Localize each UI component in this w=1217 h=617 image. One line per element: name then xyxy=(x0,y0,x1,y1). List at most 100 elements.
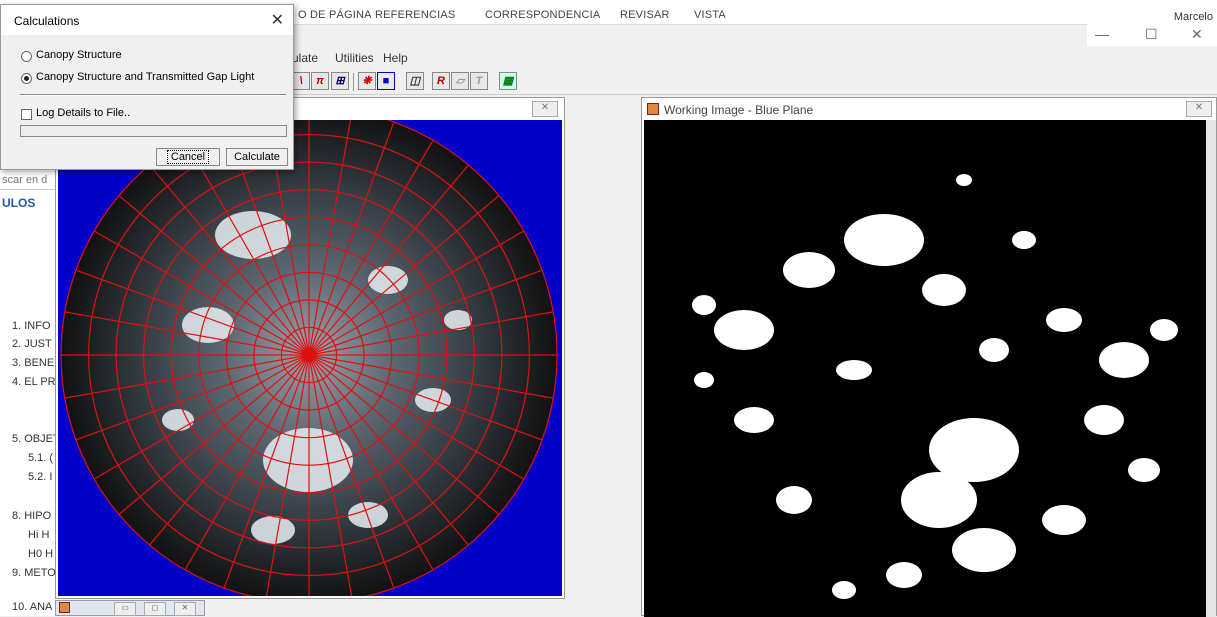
grid-spoke xyxy=(308,120,352,356)
properties-button[interactable]: ◫ xyxy=(406,72,424,90)
app-icon xyxy=(647,103,659,115)
mini-maximize-button[interactable]: ◻ xyxy=(144,602,166,616)
white-gap-blobs xyxy=(692,174,1178,599)
left-window-close-button[interactable]: ✕ xyxy=(532,101,558,117)
grid-spoke xyxy=(308,354,554,399)
blue-fill-button[interactable]: ■ xyxy=(377,72,395,90)
dialog-close-button[interactable]: ✕ xyxy=(270,12,284,29)
grid-spoke xyxy=(308,139,434,356)
grid-spoke xyxy=(308,164,469,356)
menu-calculate[interactable]: ulate xyxy=(292,51,319,65)
grid-spoke xyxy=(308,354,353,596)
cancel-button-label: Cancel xyxy=(166,150,210,164)
dialog-divider xyxy=(20,94,286,96)
ribbon-tab-review[interactable]: REVISAR xyxy=(620,9,670,21)
menu-utilities[interactable]: Utilities xyxy=(335,51,374,65)
nav-item[interactable]: 8. HIPO xyxy=(12,510,52,522)
grid-spoke xyxy=(308,230,525,356)
canopy-structure-radio[interactable] xyxy=(21,51,32,62)
nav-item[interactable]: 2. JUST xyxy=(12,338,52,350)
navigation-pane: ULOS 1. INFO 2. JUST 3. BENE 4. EL PR 5.… xyxy=(0,190,60,616)
grid-spoke xyxy=(93,230,310,356)
pi-tool-button[interactable]: π xyxy=(311,72,329,90)
calculator-button[interactable]: ▦ xyxy=(499,72,517,90)
calculate-button[interactable]: Calculate xyxy=(226,148,288,166)
cancel-button[interactable]: Cancel xyxy=(156,148,220,166)
menu-help[interactable]: Help xyxy=(383,51,408,65)
working-image-title: Working Image - Blue Plane xyxy=(664,103,814,117)
canopy-structure-label[interactable]: Canopy Structure xyxy=(36,49,122,61)
grid-spoke xyxy=(308,354,469,546)
nav-item[interactable]: 5.2. I xyxy=(28,471,53,483)
app-menubar: ulate Utilities Help xyxy=(0,46,1217,68)
nav-item[interactable]: 5.1. ( xyxy=(28,452,54,464)
grid-spoke xyxy=(149,354,310,546)
mini-restore-button[interactable]: ▭ xyxy=(114,602,136,616)
nav-item[interactable]: 4. EL PR xyxy=(12,376,56,388)
grid-spoke xyxy=(149,164,310,356)
canopy-gap-light-radio[interactable] xyxy=(21,73,32,84)
nav-item[interactable]: 9. METO xyxy=(12,567,56,579)
frame-tool-button[interactable]: ⊞ xyxy=(331,72,349,90)
progress-bar xyxy=(20,125,287,137)
nav-item[interactable]: Hi H xyxy=(28,529,50,541)
grid-spoke xyxy=(308,311,554,356)
nav-item[interactable]: 3. BENE xyxy=(12,357,55,369)
blue-plane-binary-image xyxy=(692,174,1178,599)
grid-spoke xyxy=(118,195,310,356)
grid-spoke xyxy=(118,354,310,515)
grid-spoke xyxy=(308,269,543,356)
working-image-window[interactable]: Working Image - Blue Plane ✕ xyxy=(641,97,1217,617)
nav-item[interactable]: H0 H xyxy=(28,548,54,560)
minimize-button[interactable]: — xyxy=(1095,26,1109,42)
grid-spoke xyxy=(308,354,395,589)
grid-tool-button[interactable]: ❋ xyxy=(358,72,376,90)
polar-grid xyxy=(60,120,558,596)
ribbon-tab-references[interactable]: REFERENCIAS xyxy=(375,9,456,21)
minimized-child-window[interactable]: ▭ ◻ ✕ xyxy=(55,600,205,616)
grid-spoke xyxy=(308,121,395,356)
close-window-button[interactable]: ✕ xyxy=(1191,26,1203,42)
shape-tool-button[interactable]: ▱ xyxy=(451,72,469,90)
grid-spoke xyxy=(223,354,310,589)
hemispherical-image-window[interactable]: ✕ xyxy=(55,97,565,599)
image-canvas[interactable] xyxy=(58,120,562,596)
vertical-scrollbar[interactable] xyxy=(1206,120,1216,617)
toolbar-separator xyxy=(353,73,354,91)
grid-spoke xyxy=(184,354,310,571)
right-window-close-button[interactable]: ✕ xyxy=(1186,101,1212,117)
ribbon-tab-page-layout[interactable]: O DE PÁGINA xyxy=(298,9,372,21)
canopy-gap-light-label[interactable]: Canopy Structure and Transmitted Gap Lig… xyxy=(36,71,255,83)
window-controls: — ☐ ✕ xyxy=(1087,24,1217,46)
dialog-title: Calculations xyxy=(14,14,80,28)
ribbon-tab-view[interactable]: VISTA xyxy=(694,9,726,21)
fisheye-photo xyxy=(60,120,558,596)
ribbon-tab-mailings[interactable]: CORRESPONDENCIA xyxy=(485,9,601,21)
mini-close-button[interactable]: ✕ xyxy=(174,602,196,616)
nav-item[interactable]: 5. OBJET xyxy=(12,433,60,445)
calculations-dialog: Calculations ✕ Canopy Structure Canopy S… xyxy=(0,4,294,170)
nav-item[interactable]: 1. INFO xyxy=(12,320,51,332)
dialog-titlebar[interactable]: Calculations ✕ xyxy=(1,5,293,35)
grid-spoke xyxy=(308,354,525,480)
grid-spoke xyxy=(64,311,310,356)
text-tool-button[interactable]: T xyxy=(470,72,488,90)
binary-image-canvas[interactable] xyxy=(644,120,1207,617)
nav-search-input[interactable]: scar en d xyxy=(0,170,58,190)
grid-spoke xyxy=(308,354,543,441)
r-tool-button[interactable]: R xyxy=(432,72,450,90)
nav-heading[interactable]: ULOS xyxy=(2,196,36,210)
zenith-marker xyxy=(302,348,316,362)
line-tool-button[interactable]: \ xyxy=(292,72,310,90)
grid-spoke xyxy=(75,354,310,441)
maximize-button[interactable]: ☐ xyxy=(1145,26,1158,42)
user-name[interactable]: Marcelo xyxy=(1173,11,1213,23)
grid-spoke xyxy=(308,354,500,515)
log-details-label[interactable]: Log Details to File.. xyxy=(36,107,131,119)
nav-item[interactable]: 10. ANA xyxy=(12,601,53,613)
mini-app-icon xyxy=(59,602,70,613)
log-details-checkbox[interactable] xyxy=(21,109,32,120)
grid-spoke xyxy=(75,269,310,356)
grid-spoke xyxy=(308,354,434,571)
grid-spoke xyxy=(265,354,310,596)
